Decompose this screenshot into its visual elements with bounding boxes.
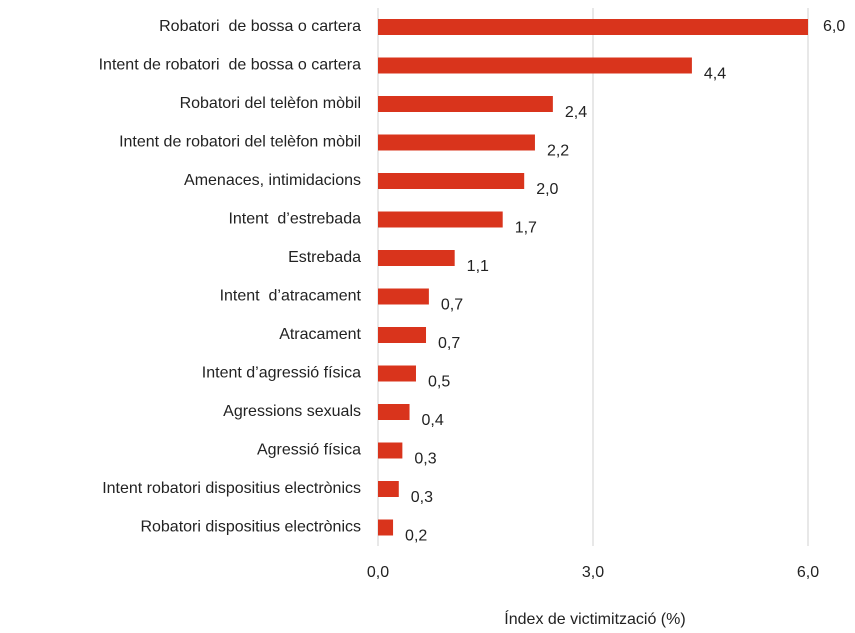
value-label: 1,1 — [467, 258, 489, 275]
value-label: 0,7 — [441, 297, 463, 314]
bar — [378, 57, 692, 74]
bar — [378, 134, 535, 151]
bar — [378, 365, 416, 382]
bar — [378, 250, 455, 266]
y-tick-label: Intent robatori dispositius electrònics — [102, 480, 361, 497]
value-label: 2,2 — [547, 143, 569, 160]
x-axis-title: Índex de victimització (%) — [504, 609, 685, 628]
x-tick-label: 3,0 — [582, 564, 604, 581]
value-label: 1,7 — [515, 220, 537, 237]
bar — [378, 481, 399, 497]
bar — [378, 211, 503, 228]
value-label: 2,0 — [536, 181, 558, 198]
value-label: 6,0 — [823, 18, 845, 35]
bar — [378, 519, 394, 536]
value-label: 0,3 — [414, 451, 436, 468]
bar — [378, 19, 808, 35]
x-tick-label: 0,0 — [367, 564, 389, 581]
y-tick-label: Intent de robatori del telèfon mòbil — [119, 134, 361, 151]
bar — [378, 96, 553, 112]
y-tick-label: Robatori dispositius electrònics — [140, 519, 361, 536]
value-label: 0,5 — [428, 374, 450, 391]
bar — [378, 442, 403, 459]
y-tick-label: Intent de robatori de bossa o cartera — [99, 57, 361, 74]
bar — [378, 173, 525, 189]
value-label: 0,7 — [438, 335, 460, 352]
y-tick-label: Intent d’atracament — [220, 288, 362, 305]
value-label: 0,4 — [422, 412, 444, 429]
y-tick-label: Atracament — [279, 326, 361, 343]
y-tick-label: Intent d’agressió física — [202, 365, 361, 382]
y-tick-label: Intent d’estrebada — [228, 211, 361, 228]
value-label: 4,4 — [704, 66, 726, 83]
y-tick-label: Agressió física — [257, 442, 361, 459]
x-tick-label: 6,0 — [797, 564, 819, 581]
y-tick-label: Robatori de bossa o cartera — [159, 18, 361, 35]
y-tick-label: Estrebada — [288, 249, 361, 266]
value-label: 0,3 — [411, 489, 433, 506]
bar — [378, 288, 429, 305]
value-label: 0,2 — [405, 528, 427, 545]
y-tick-label: Agressions sexuals — [223, 403, 361, 420]
y-tick-label: Robatori del telèfon mòbil — [180, 95, 361, 112]
y-tick-label: Amenaces, intimidacions — [184, 172, 361, 189]
bar — [378, 327, 427, 343]
bar — [378, 404, 410, 420]
value-label: 2,4 — [565, 104, 587, 121]
